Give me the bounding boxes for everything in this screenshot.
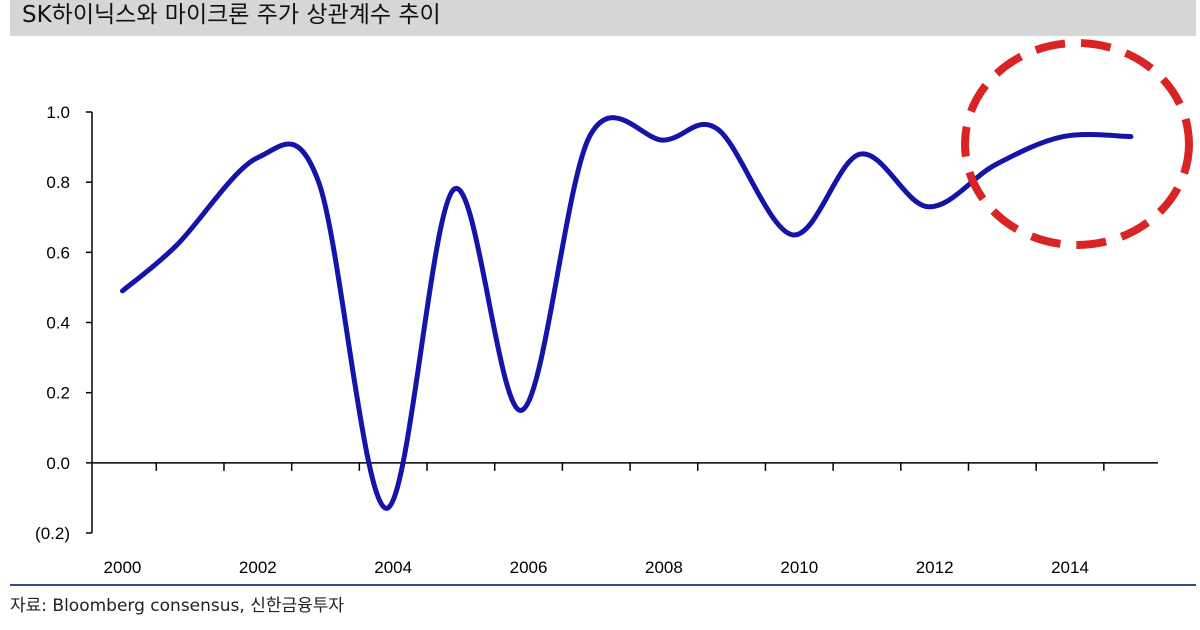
source-divider xyxy=(10,584,1196,586)
x-tick-label: 2014 xyxy=(1051,558,1089,577)
data-point xyxy=(858,152,862,156)
x-tick-label: 2010 xyxy=(780,558,818,577)
data-point xyxy=(791,233,795,237)
y-tick-label: 1.0 xyxy=(46,103,70,122)
data-point xyxy=(256,156,260,160)
data-point xyxy=(452,187,456,191)
x-tick-label: 2002 xyxy=(239,558,277,577)
data-point xyxy=(716,128,720,132)
source-note: 자료: Bloomberg consensus, 신한금융투자 xyxy=(10,596,345,616)
y-tick-label: (0.2) xyxy=(35,524,70,543)
x-tick-label: 2000 xyxy=(104,558,142,577)
data-point xyxy=(1129,135,1133,139)
chart-title: SK하이닉스와 마이크론 주가 상관계수 추이 xyxy=(22,2,441,28)
x-tick-label: 2004 xyxy=(374,558,412,577)
data-point xyxy=(662,138,666,142)
title-bar: SK하이닉스와 마이크론 주가 상관계수 추이 xyxy=(10,0,1196,36)
data-point xyxy=(520,408,524,412)
data-point xyxy=(587,135,591,139)
data-point xyxy=(994,163,998,167)
y-tick-label: 0.0 xyxy=(46,454,70,473)
y-tick-label: 0.6 xyxy=(46,243,70,262)
x-tick-label: 2012 xyxy=(916,558,954,577)
x-axis: 2000 2002 2004 2006 2008 2010 2012 2014 xyxy=(92,462,1158,577)
data-point xyxy=(120,289,124,293)
correlation-series-line xyxy=(120,115,1134,511)
data-point xyxy=(175,243,179,247)
data-point xyxy=(384,506,388,510)
data-point xyxy=(317,180,321,184)
y-tick-label: 0.2 xyxy=(46,384,70,403)
y-tick-label: 0.8 xyxy=(46,173,70,192)
y-tick-label: 0.4 xyxy=(46,314,70,333)
highlight-circle xyxy=(961,39,1193,249)
data-point xyxy=(926,205,930,209)
x-tick-label: 2008 xyxy=(645,558,683,577)
x-tick-label: 2006 xyxy=(510,558,548,577)
y-axis: 1.0 0.8 0.6 0.4 0.2 0.0 (0.2) xyxy=(35,103,93,543)
series-points xyxy=(120,128,1132,511)
data-point xyxy=(1061,135,1065,139)
